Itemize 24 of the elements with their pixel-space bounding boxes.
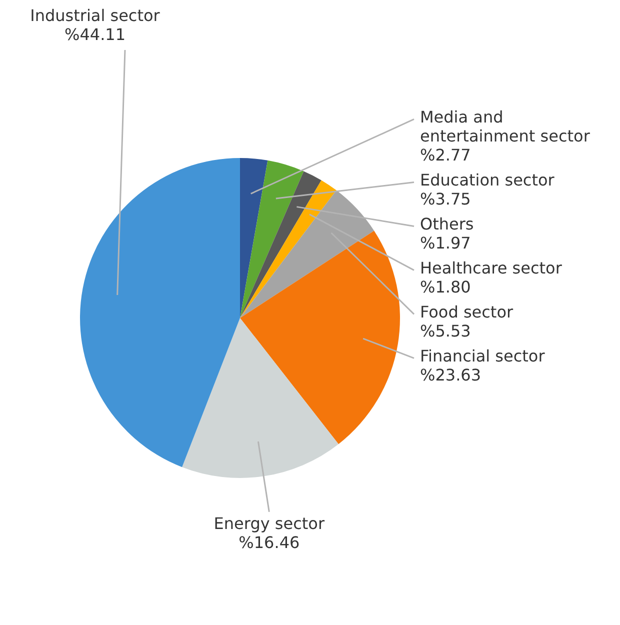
data-label: %3.75 <box>420 190 471 209</box>
slice-label: Others <box>420 214 474 234</box>
slice-label: Education sector <box>420 170 555 190</box>
slice-label: Financial sector <box>420 346 546 366</box>
pie-slice <box>182 318 339 478</box>
data-label: %1.97 <box>420 234 471 253</box>
slice-label: Energy sector <box>214 514 325 533</box>
data-label: %23.63 <box>420 366 482 385</box>
slice-label: Industrial sector <box>30 6 160 25</box>
slice-label: Healthcare sector <box>420 258 562 278</box>
data-label: %1.80 <box>420 278 471 297</box>
data-label: %5.53 <box>420 322 471 341</box>
pie-slice <box>240 230 400 444</box>
pie-slice <box>240 158 268 318</box>
data-label: %44.11 <box>64 25 126 44</box>
pie-slice <box>240 160 304 318</box>
data-label: %2.77 <box>420 146 471 165</box>
slice-label: Food sector <box>420 302 514 322</box>
pie-slice <box>240 190 374 318</box>
data-label: %16.46 <box>238 532 300 552</box>
pie-slice <box>80 158 240 468</box>
slice-label: Media and entertainment sector <box>420 108 590 146</box>
pie-slice <box>240 171 322 318</box>
pie-slice <box>240 180 336 318</box>
